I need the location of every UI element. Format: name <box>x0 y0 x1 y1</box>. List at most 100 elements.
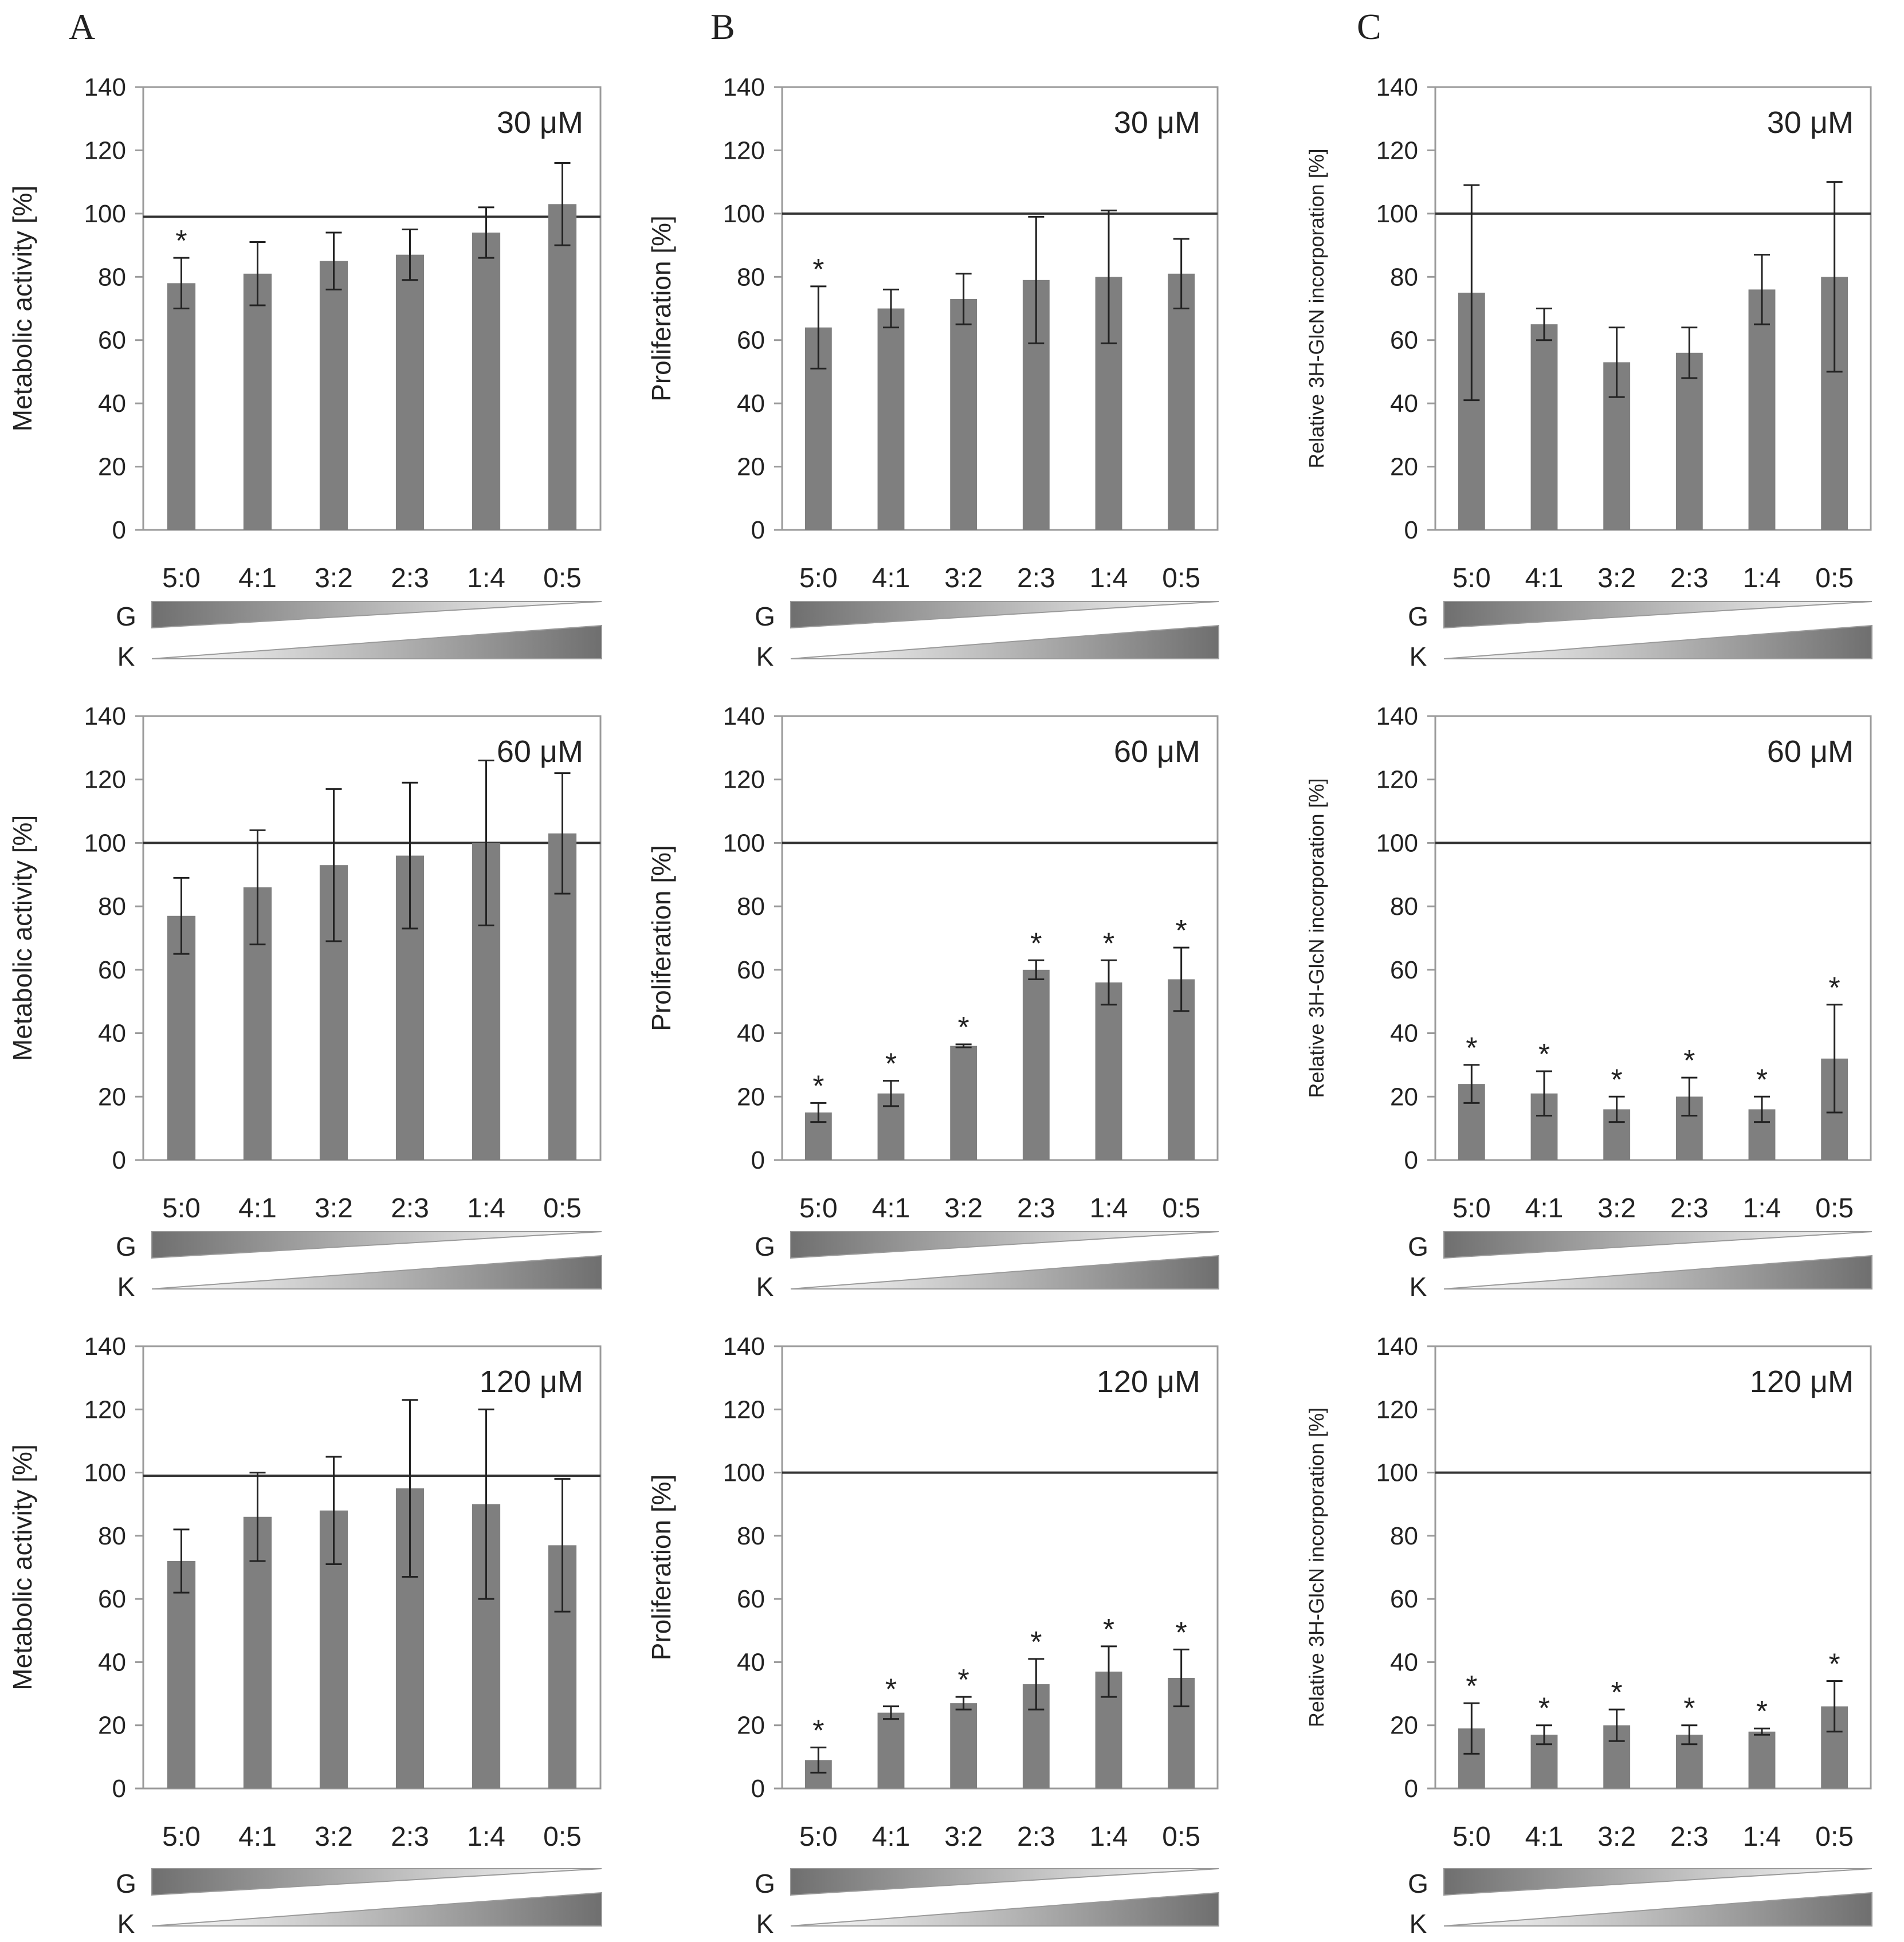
x-tick-label: 5:0 <box>162 1193 201 1224</box>
gradient-label-k: K <box>117 1272 135 1302</box>
x-tick-label: 2:3 <box>1670 1193 1709 1224</box>
y-tick-label: 120 <box>1376 136 1418 164</box>
gradient-label-k: K <box>117 1909 135 1939</box>
y-tick-label: 80 <box>98 893 126 921</box>
y-tick-label: 120 <box>1376 766 1418 794</box>
gradient-g-wedge <box>1443 1231 1872 1259</box>
gradient-label-k: K <box>756 1272 774 1302</box>
y-tick-label: 100 <box>1376 1459 1418 1487</box>
x-tick-label: 1:4 <box>467 1822 505 1852</box>
y-axis-label: Metabolic activity [%] <box>7 815 37 1061</box>
x-tick-label: 5:0 <box>162 563 201 593</box>
chart-panel-b-row-3: 0 20 40 60 80 100 120 140 Proliferation [%] * 5:0 *… <box>646 1332 1219 1939</box>
gradient-g-wedge <box>790 601 1219 629</box>
bar-1-4 <box>1748 1731 1776 1788</box>
gradient-label-g: G <box>755 1869 775 1898</box>
y-tick-label: 140 <box>1376 1332 1418 1361</box>
y-tick-label: 40 <box>737 1648 765 1676</box>
x-tick-label: 0:5 <box>1162 1822 1200 1852</box>
y-axis-label: Proliferation [%] <box>646 215 676 402</box>
concentration-label: 30 μM <box>1114 105 1200 140</box>
x-tick-label: 1:4 <box>467 563 505 593</box>
y-tick-label: 140 <box>723 73 765 101</box>
y-tick-label: 140 <box>1376 702 1418 730</box>
y-tick-label: 140 <box>84 702 126 730</box>
x-tick-label: 2:3 <box>391 563 429 593</box>
bar-4-1 <box>877 1712 905 1788</box>
x-tick-label: 1:4 <box>1090 563 1128 593</box>
x-tick-label: 0:5 <box>543 563 582 593</box>
x-tick-label: 4:1 <box>872 563 910 593</box>
x-tick-label: 5:0 <box>799 1193 838 1224</box>
gradient-label-g: G <box>1408 1869 1428 1898</box>
x-tick-label: 5:0 <box>1452 563 1491 593</box>
bar-5-0 <box>167 283 196 530</box>
x-tick-label: 4:1 <box>238 1193 277 1224</box>
y-tick-label: 140 <box>84 73 126 101</box>
x-tick-label: 0:5 <box>543 1822 582 1852</box>
x-tick-label: 0:5 <box>1815 1193 1854 1224</box>
significance-asterisk: * <box>1683 1692 1695 1725</box>
bar-0-5 <box>548 204 577 530</box>
y-tick-label: 60 <box>737 1585 765 1613</box>
y-tick-label: 60 <box>1390 956 1418 984</box>
concentration-label: 120 μM <box>480 1365 583 1399</box>
y-tick-label: 20 <box>98 1712 126 1740</box>
x-tick-label: 1:4 <box>1743 1822 1781 1852</box>
significance-asterisk: * <box>1683 1044 1695 1078</box>
y-tick-label: 100 <box>84 200 126 228</box>
bar-1-4 <box>1748 289 1776 530</box>
gradient-label-k: K <box>1410 1272 1427 1302</box>
concentration-label: 120 μM <box>1750 1365 1854 1399</box>
plot-frame <box>1434 86 1872 531</box>
x-tick-label: 2:3 <box>1017 1193 1055 1224</box>
x-tick-label: 3:2 <box>944 563 983 593</box>
significance-asterisk: * <box>1829 1648 1840 1681</box>
chart-panel-a-row-1: 0 20 40 60 80 100 120 140 Metabolic activity [%]… <box>7 73 602 671</box>
x-tick-label: 5:0 <box>799 563 838 593</box>
x-tick-label: 4:1 <box>1525 1822 1564 1852</box>
gradient-label-g: G <box>116 1232 136 1261</box>
y-tick-label: 80 <box>1390 893 1418 921</box>
y-tick-label: 140 <box>723 1332 765 1361</box>
y-axis-label: Metabolic activity [%] <box>7 1444 37 1690</box>
x-tick-label: 2:3 <box>1670 1822 1709 1852</box>
y-tick-label: 100 <box>723 1459 765 1487</box>
x-tick-label: 0:5 <box>543 1193 582 1224</box>
y-tick-label: 40 <box>98 1648 126 1676</box>
plot-frame <box>781 715 1219 1161</box>
x-tick-label: 3:2 <box>1597 1193 1636 1224</box>
bar-2-3 <box>395 254 425 530</box>
x-tick-label: 5:0 <box>1452 1193 1491 1224</box>
concentration-label: 60 μM <box>497 734 583 769</box>
y-tick-label: 140 <box>84 1332 126 1361</box>
significance-asterisk: * <box>1030 927 1042 960</box>
y-tick-label: 40 <box>1390 390 1418 418</box>
significance-asterisk: * <box>1756 1695 1768 1728</box>
x-tick-label: 3:2 <box>1597 1822 1636 1852</box>
y-tick-label: 40 <box>1390 1020 1418 1048</box>
x-tick-label: 3:2 <box>315 1193 353 1224</box>
plot-frame <box>142 86 602 531</box>
gradient-g-wedge <box>151 601 602 629</box>
bar-3-2 <box>950 298 977 530</box>
y-axis-label: Proliferation [%] <box>646 1475 676 1661</box>
y-tick-label: 40 <box>737 390 765 418</box>
y-tick-label: 0 <box>751 1146 765 1174</box>
y-tick-label: 0 <box>1404 1775 1418 1803</box>
plot-frame <box>1434 715 1872 1161</box>
significance-asterisk: * <box>1103 927 1114 960</box>
gradient-label-k: K <box>1410 642 1427 671</box>
y-tick-label: 80 <box>1390 263 1418 291</box>
y-tick-label: 0 <box>112 1775 126 1803</box>
gradient-k-wedge <box>1443 1892 1872 1927</box>
x-tick-label: 5:0 <box>1452 1822 1491 1852</box>
concentration-label: 30 μM <box>1767 105 1854 140</box>
significance-asterisk: * <box>175 225 187 258</box>
y-tick-label: 20 <box>737 1712 765 1740</box>
bar-3-2 <box>950 1045 977 1160</box>
y-tick-label: 40 <box>1390 1648 1418 1676</box>
x-tick-label: 5:0 <box>162 1822 201 1852</box>
gradient-label-k: K <box>756 642 774 671</box>
x-tick-label: 1:4 <box>1743 563 1781 593</box>
